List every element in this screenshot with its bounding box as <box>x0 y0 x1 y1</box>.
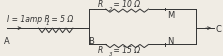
Text: = 15 Ω: = 15 Ω <box>111 45 140 54</box>
Text: A: A <box>4 37 10 45</box>
Text: R: R <box>98 0 103 9</box>
Text: 3: 3 <box>109 51 112 56</box>
Text: C: C <box>215 24 221 33</box>
Text: R: R <box>98 45 103 54</box>
Text: M: M <box>167 11 175 20</box>
Text: B: B <box>89 37 94 45</box>
Text: I = 1amp R: I = 1amp R <box>7 14 50 23</box>
Text: 2: 2 <box>109 7 112 12</box>
Text: N: N <box>167 37 174 45</box>
Text: = 5 Ω: = 5 Ω <box>49 14 73 23</box>
Text: 1: 1 <box>46 21 49 26</box>
Text: = 10 Ω: = 10 Ω <box>111 0 140 9</box>
